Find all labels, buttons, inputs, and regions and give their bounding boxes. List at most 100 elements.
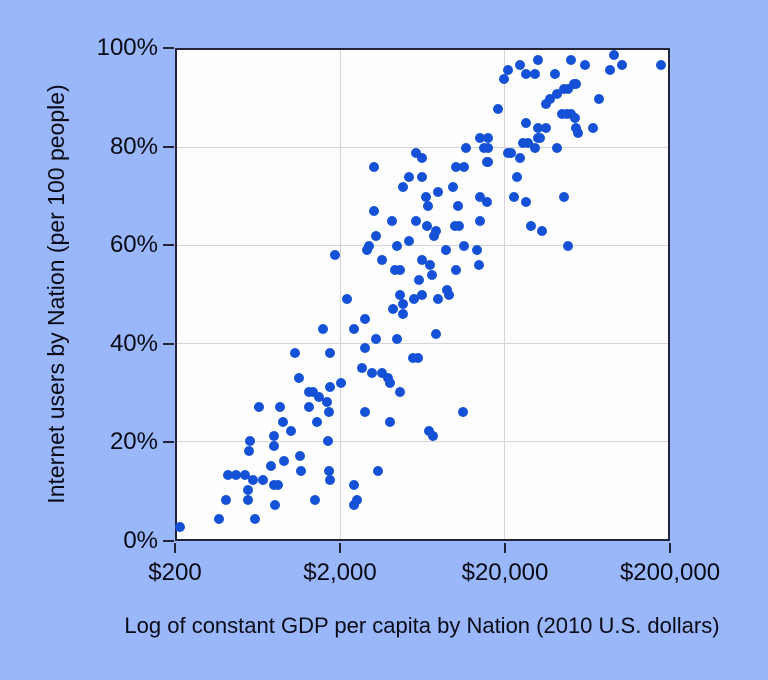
data-point [515,59,526,70]
data-point [394,387,405,398]
data-point [655,59,666,70]
data-point [309,494,320,505]
data-point [421,221,432,232]
data-point [329,250,340,261]
data-point [569,113,580,124]
data-point [394,265,405,276]
data-point [324,382,335,393]
data-point [565,54,576,65]
data-point [483,157,494,168]
y-tick-label: 0% [123,527,158,554]
data-point [257,475,268,486]
data-point [373,465,384,476]
data-point [324,348,335,359]
x-tick-label: $20,000 [461,559,549,586]
data-point [250,514,261,525]
data-point [594,93,605,104]
y-tick-mark [163,540,174,542]
data-point [295,465,306,476]
data-point [342,294,353,305]
data-point [458,406,469,417]
data-point [530,142,541,153]
data-point [391,240,402,251]
data-point [242,494,253,505]
gridline [503,50,505,539]
data-point [588,123,599,134]
data-point [433,186,444,197]
data-point [420,191,431,202]
gridline [177,147,668,149]
data-point [175,521,186,532]
data-point [422,201,433,212]
data-point [430,328,441,339]
data-point [377,367,388,378]
data-point [322,436,333,447]
data-point [604,64,615,75]
gridline [340,50,342,539]
data-point [493,103,504,114]
data-point [440,245,451,256]
data-point [303,401,314,412]
x-tick-label: $200,000 [619,559,721,586]
data-point [520,118,531,129]
data-point [530,69,541,80]
data-point [371,230,382,241]
data-point [388,304,399,315]
data-point [451,162,462,173]
y-tick-mark [163,342,174,345]
data-point [453,221,464,232]
data-point [243,445,254,456]
data-point [512,172,523,183]
data-point [269,499,280,510]
data-point [231,470,242,481]
gridline [177,440,668,442]
data-point [534,133,545,144]
y-tick-mark [163,145,174,148]
x-tick-mark [669,543,671,553]
data-point [273,480,284,491]
data-point [502,64,513,75]
data-point [221,494,232,505]
data-point [428,230,439,241]
data-point [213,514,224,525]
data-point [563,240,574,251]
data-point [571,79,582,90]
y-tick-label: 80% [109,132,158,160]
x-axis-title: Log of constant GDP per capita by Nation… [124,613,720,638]
data-point [359,313,370,324]
data-point [412,353,423,364]
data-point [475,133,486,144]
data-point [417,255,428,266]
data-point [245,436,256,447]
data-point [520,196,531,207]
data-point [460,142,471,153]
data-point [285,426,296,437]
data-point [579,59,590,70]
x-tick-mark [174,543,176,553]
data-point [348,323,359,334]
data-point [239,470,250,481]
gridline [177,245,668,247]
data-point [295,450,306,461]
data-point [541,123,552,134]
data-point [617,59,628,70]
data-point [509,191,520,202]
data-point [268,431,279,442]
data-point [397,309,408,320]
data-point [223,470,234,481]
data-point [558,84,569,95]
data-point [403,235,414,246]
data-point [359,406,370,417]
data-point [371,333,382,344]
data-point [293,372,304,383]
data-point [424,260,435,271]
data-point [408,294,419,305]
data-point [391,333,402,344]
data-point [517,137,528,148]
data-point [362,245,373,256]
data-point [471,245,482,256]
data-point [384,416,395,427]
data-point [520,69,531,80]
data-point [411,147,422,158]
y-axis-title: Internet users by Nation (per 100 people… [43,84,69,504]
